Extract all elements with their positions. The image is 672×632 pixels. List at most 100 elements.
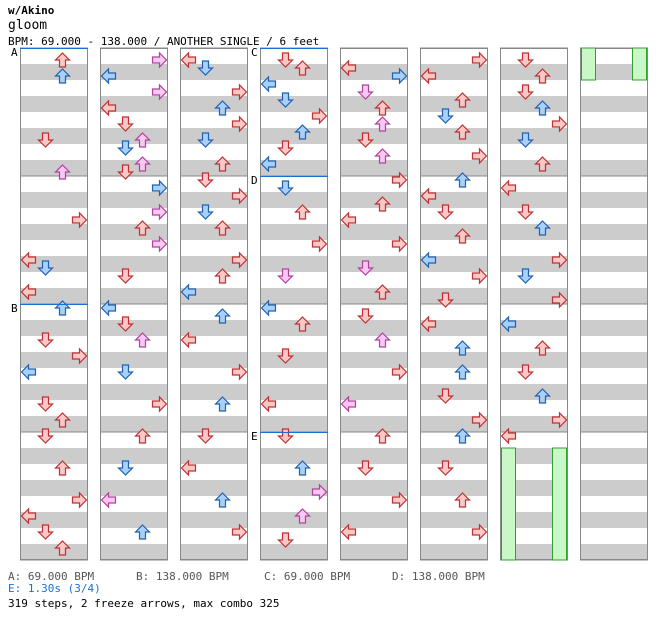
bpm-legend-b: B: 138.000 BPM <box>136 570 229 583</box>
right-arrow <box>311 235 328 253</box>
left-arrow <box>340 211 357 229</box>
up-arrow <box>134 332 151 348</box>
up-arrow <box>374 100 391 116</box>
down-arrow <box>357 460 374 476</box>
down-arrow <box>277 180 294 196</box>
up-arrow <box>374 148 391 164</box>
down-arrow <box>437 460 454 476</box>
down-arrow <box>197 172 214 188</box>
up-arrow <box>534 388 551 404</box>
up-arrow <box>214 156 231 172</box>
bpm-legend-a: A: 69.000 BPM <box>8 570 95 583</box>
down-arrow <box>117 268 134 284</box>
up-arrow <box>54 52 71 68</box>
down-arrow <box>437 204 454 220</box>
down-arrow <box>277 268 294 284</box>
left-arrow <box>180 459 197 477</box>
right-arrow <box>391 171 408 189</box>
down-arrow <box>37 132 54 148</box>
up-arrow <box>54 164 71 180</box>
up-arrow <box>54 68 71 84</box>
bpm-legend-c: C: 69.000 BPM <box>264 570 351 583</box>
right-arrow <box>71 211 88 229</box>
chart-column <box>180 47 248 561</box>
up-arrow <box>54 540 71 556</box>
left-arrow <box>420 315 437 333</box>
up-arrow <box>454 228 471 244</box>
section-label: E <box>251 430 258 443</box>
left-arrow <box>420 187 437 205</box>
left-arrow <box>340 59 357 77</box>
left-arrow <box>20 363 37 381</box>
up-arrow <box>374 332 391 348</box>
up-arrow <box>454 92 471 108</box>
up-arrow <box>294 60 311 76</box>
up-arrow <box>534 68 551 84</box>
down-arrow <box>277 92 294 108</box>
right-arrow <box>71 347 88 365</box>
left-arrow <box>260 299 277 317</box>
down-arrow <box>117 316 134 332</box>
right-arrow <box>551 411 568 429</box>
down-arrow <box>517 364 534 380</box>
left-arrow <box>500 315 517 333</box>
up-arrow <box>214 308 231 324</box>
section-label: A <box>11 46 18 59</box>
right-arrow <box>231 363 248 381</box>
left-arrow <box>500 179 517 197</box>
chart-column <box>420 47 488 561</box>
up-arrow <box>454 364 471 380</box>
section-label: D <box>251 174 258 187</box>
down-arrow <box>437 388 454 404</box>
right-arrow <box>151 395 168 413</box>
left-arrow <box>20 507 37 525</box>
right-arrow <box>231 83 248 101</box>
up-arrow <box>454 172 471 188</box>
left-arrow <box>100 67 117 85</box>
freeze-arrow <box>552 447 567 561</box>
up-arrow <box>454 492 471 508</box>
left-arrow <box>420 67 437 85</box>
right-arrow <box>71 491 88 509</box>
down-arrow <box>37 428 54 444</box>
freeze-arrow <box>632 47 647 81</box>
up-arrow <box>134 524 151 540</box>
down-arrow <box>277 140 294 156</box>
right-arrow <box>151 179 168 197</box>
right-arrow <box>391 235 408 253</box>
right-arrow <box>471 51 488 69</box>
up-arrow <box>374 428 391 444</box>
up-arrow <box>374 284 391 300</box>
freeze-arrow <box>501 447 516 561</box>
down-arrow <box>117 140 134 156</box>
right-arrow <box>391 491 408 509</box>
down-arrow <box>357 308 374 324</box>
left-arrow <box>180 331 197 349</box>
up-arrow <box>534 220 551 236</box>
up-arrow <box>134 132 151 148</box>
chart-column <box>580 47 648 561</box>
chart-info: BPM: 69.000 - 138.000 / ANOTHER SINGLE /… <box>8 35 320 48</box>
up-arrow <box>534 156 551 172</box>
down-arrow <box>357 132 374 148</box>
chart-column <box>260 47 328 561</box>
down-arrow <box>277 52 294 68</box>
right-arrow <box>311 483 328 501</box>
up-arrow <box>294 124 311 140</box>
up-arrow <box>534 100 551 116</box>
left-arrow <box>20 251 37 269</box>
down-arrow <box>437 292 454 308</box>
right-arrow <box>231 115 248 133</box>
down-arrow <box>117 164 134 180</box>
down-arrow <box>197 60 214 76</box>
down-arrow <box>37 524 54 540</box>
left-arrow <box>500 427 517 445</box>
right-arrow <box>311 107 328 125</box>
left-arrow <box>260 155 277 173</box>
up-arrow <box>54 460 71 476</box>
right-arrow <box>231 187 248 205</box>
right-arrow <box>391 363 408 381</box>
right-arrow <box>471 411 488 429</box>
up-arrow <box>134 428 151 444</box>
up-arrow <box>294 316 311 332</box>
